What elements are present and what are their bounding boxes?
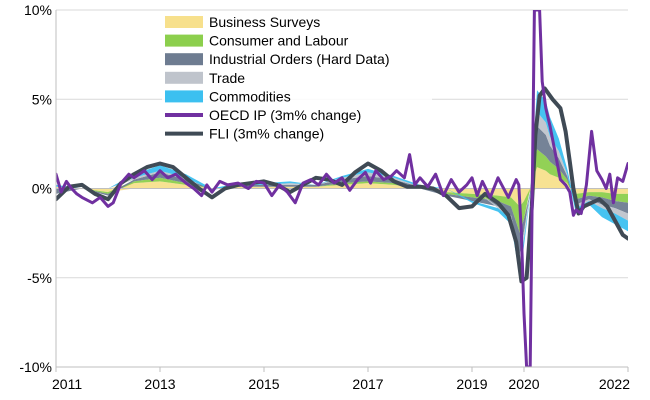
axes: 10% 5% 0% -5% -10%2011 2013 2015 2017 2019 2020 20… — [19, 2, 630, 392]
y-tick-label: -10% — [19, 359, 52, 375]
x-tick-label: 2011 — [52, 376, 82, 392]
area-consumer-and-labour — [56, 149, 628, 234]
series-lines — [56, 10, 628, 367]
x-tick-label: 2013 — [144, 376, 175, 392]
legend-label: OECD IP (3m% change) — [209, 107, 361, 123]
x-tick-label: 2019 — [456, 376, 487, 392]
legend-swatch — [165, 16, 203, 28]
legend-label: Consumer and Labour — [209, 33, 349, 49]
y-tick-label: 5% — [32, 91, 52, 107]
legend-background — [162, 12, 432, 147]
line-fli-3m-change- — [56, 86, 628, 284]
x-tick-label: 2015 — [248, 376, 279, 392]
line-oecd-ip-3m-change- — [56, 10, 628, 367]
x-tick-label: 2017 — [352, 376, 383, 392]
x-tick-label: 2022 — [599, 376, 630, 392]
legend-swatch — [165, 90, 203, 103]
x-tick-label: 2020 — [508, 376, 539, 392]
legend-swatch — [165, 53, 203, 66]
y-tick-label: 0% — [32, 181, 52, 197]
y-tick-label: 10% — [24, 2, 52, 18]
legend: Business Surveys Consumer and Labour Indus… — [162, 12, 432, 147]
legend-label: Commodities — [209, 88, 291, 104]
legend-swatch — [165, 71, 203, 84]
legend-label: Trade — [209, 70, 245, 86]
legend-label: Industrial Orders (Hard Data) — [209, 51, 390, 67]
legend-label: Business Surveys — [209, 14, 320, 30]
legend-label: FLI (3m% change) — [209, 126, 324, 142]
legend-swatch — [165, 34, 203, 47]
y-tick-label: -5% — [27, 270, 52, 286]
